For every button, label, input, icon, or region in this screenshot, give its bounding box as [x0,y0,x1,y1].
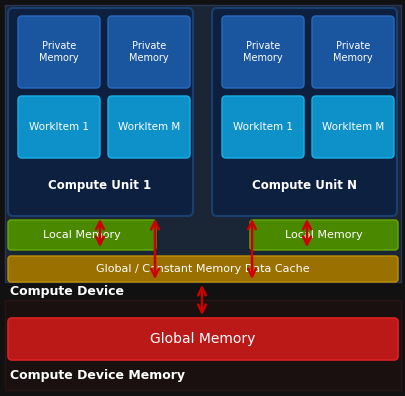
FancyBboxPatch shape [8,256,398,282]
Text: WorkItem 1: WorkItem 1 [29,122,89,132]
FancyBboxPatch shape [8,8,193,216]
Text: Private
Memory: Private Memory [243,41,283,63]
Text: Global / Constant Memory Data Cache: Global / Constant Memory Data Cache [96,264,310,274]
Bar [5,300,401,390]
FancyBboxPatch shape [18,96,100,158]
FancyBboxPatch shape [18,16,100,88]
Text: WorkItem 1: WorkItem 1 [233,122,293,132]
FancyBboxPatch shape [108,96,190,158]
Text: Local Memory: Local Memory [285,230,363,240]
FancyBboxPatch shape [8,318,398,360]
Text: Local Memory: Local Memory [43,230,121,240]
Text: Private
Memory: Private Memory [39,41,79,63]
Text: WorkItem M: WorkItem M [322,122,384,132]
FancyBboxPatch shape [250,220,398,250]
FancyBboxPatch shape [312,16,394,88]
FancyBboxPatch shape [312,96,394,158]
Text: Global Memory: Global Memory [150,332,256,346]
FancyBboxPatch shape [8,220,156,250]
Text: Compute Device Memory: Compute Device Memory [10,369,185,383]
FancyBboxPatch shape [222,96,304,158]
FancyBboxPatch shape [222,16,304,88]
FancyBboxPatch shape [108,16,190,88]
Text: Compute Unit 1: Compute Unit 1 [49,179,151,192]
Text: Private
Memory: Private Memory [333,41,373,63]
Text: Private
Memory: Private Memory [129,41,169,63]
Text: WorkItem M: WorkItem M [118,122,180,132]
Text: Compute Device: Compute Device [10,286,124,299]
Text: Compute Unit N: Compute Unit N [252,179,356,192]
FancyBboxPatch shape [212,8,397,216]
Bar [5,5,401,282]
